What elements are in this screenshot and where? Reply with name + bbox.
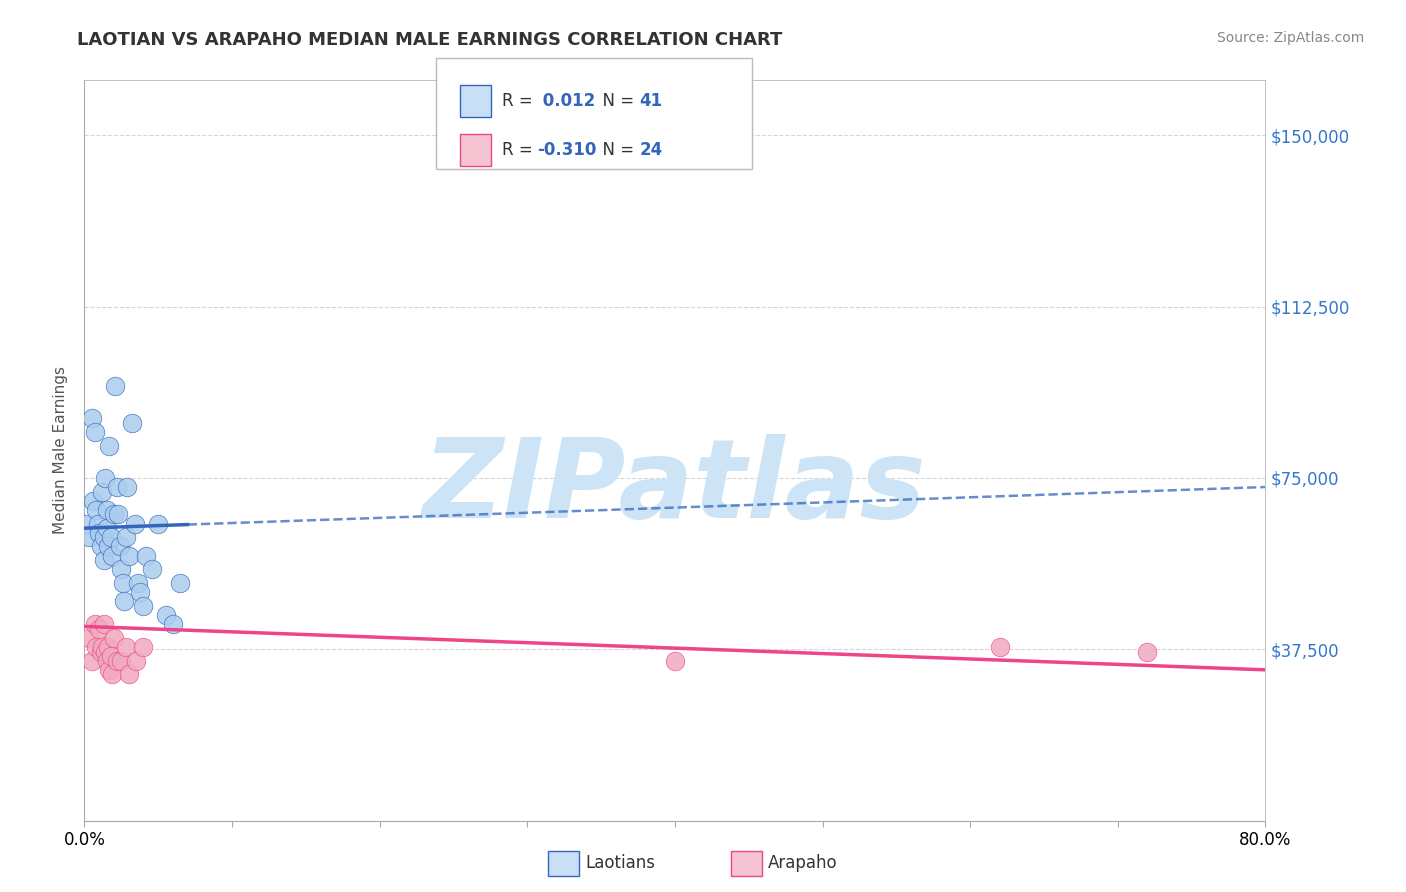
Point [132, 640, 155, 654]
Point [84, 640, 107, 654]
Point [100, 649, 122, 664]
Point [96, 503, 118, 517]
Text: Arapaho: Arapaho [768, 855, 838, 872]
Text: 24: 24 [640, 141, 664, 159]
Point [127, 576, 149, 591]
Point [105, 654, 128, 668]
Point [111, 576, 134, 591]
Point [124, 516, 146, 531]
Point [162, 617, 184, 632]
Point [988, 640, 1011, 654]
Point [121, 416, 143, 430]
Text: 0.012: 0.012 [537, 93, 595, 111]
Point [80, 411, 103, 425]
Point [91, 640, 114, 654]
Point [80, 654, 103, 668]
Point [129, 585, 152, 599]
Point [83, 617, 105, 632]
Point [93, 617, 115, 632]
Text: R =: R = [502, 141, 538, 159]
Point [103, 508, 125, 522]
Point [96, 654, 118, 668]
Point [100, 530, 122, 544]
Point [91, 484, 114, 499]
Point [103, 631, 125, 645]
Text: R =: R = [502, 93, 538, 111]
Text: LAOTIAN VS ARAPAHO MEDIAN MALE EARNINGS CORRELATION CHART: LAOTIAN VS ARAPAHO MEDIAN MALE EARNINGS … [77, 31, 783, 49]
Point [115, 480, 138, 494]
Text: Laotians: Laotians [585, 855, 655, 872]
Text: -0.310: -0.310 [537, 141, 596, 159]
Point [82, 493, 104, 508]
Point [94, 644, 117, 658]
Point [141, 562, 163, 576]
Point [90, 644, 112, 658]
Point [118, 549, 141, 563]
Point [108, 540, 131, 554]
Y-axis label: Median Male Earnings: Median Male Earnings [53, 367, 69, 534]
Point [125, 654, 148, 668]
Point [107, 508, 129, 522]
Point [77, 530, 100, 544]
Point [87, 622, 111, 636]
Point [1136, 644, 1159, 658]
Point [101, 549, 124, 563]
Point [118, 667, 141, 681]
Point [664, 654, 686, 668]
Text: N =: N = [592, 141, 640, 159]
Point [93, 530, 115, 544]
Point [169, 576, 191, 591]
Point [132, 599, 155, 613]
Point [155, 607, 177, 622]
Text: N =: N = [592, 93, 640, 111]
Point [105, 480, 128, 494]
Point [97, 640, 120, 654]
Point [97, 540, 120, 554]
Point [135, 549, 157, 563]
Point [98, 439, 121, 453]
Point [104, 379, 127, 393]
Point [101, 667, 124, 681]
Point [98, 663, 121, 677]
Point [110, 562, 132, 576]
Point [75, 516, 97, 531]
Point [114, 640, 136, 654]
Point [83, 425, 105, 440]
Point [114, 530, 136, 544]
Point [77, 631, 100, 645]
Point [90, 540, 112, 554]
Point [96, 521, 118, 535]
Text: 41: 41 [640, 93, 662, 111]
Text: Source: ZipAtlas.com: Source: ZipAtlas.com [1216, 31, 1364, 45]
Text: ZIPatlas: ZIPatlas [423, 434, 927, 541]
Point [148, 516, 170, 531]
Point [93, 553, 115, 567]
Point [110, 654, 132, 668]
Point [86, 516, 108, 531]
Point [94, 471, 117, 485]
Point [87, 525, 111, 540]
Point [84, 503, 107, 517]
Point [112, 594, 135, 608]
